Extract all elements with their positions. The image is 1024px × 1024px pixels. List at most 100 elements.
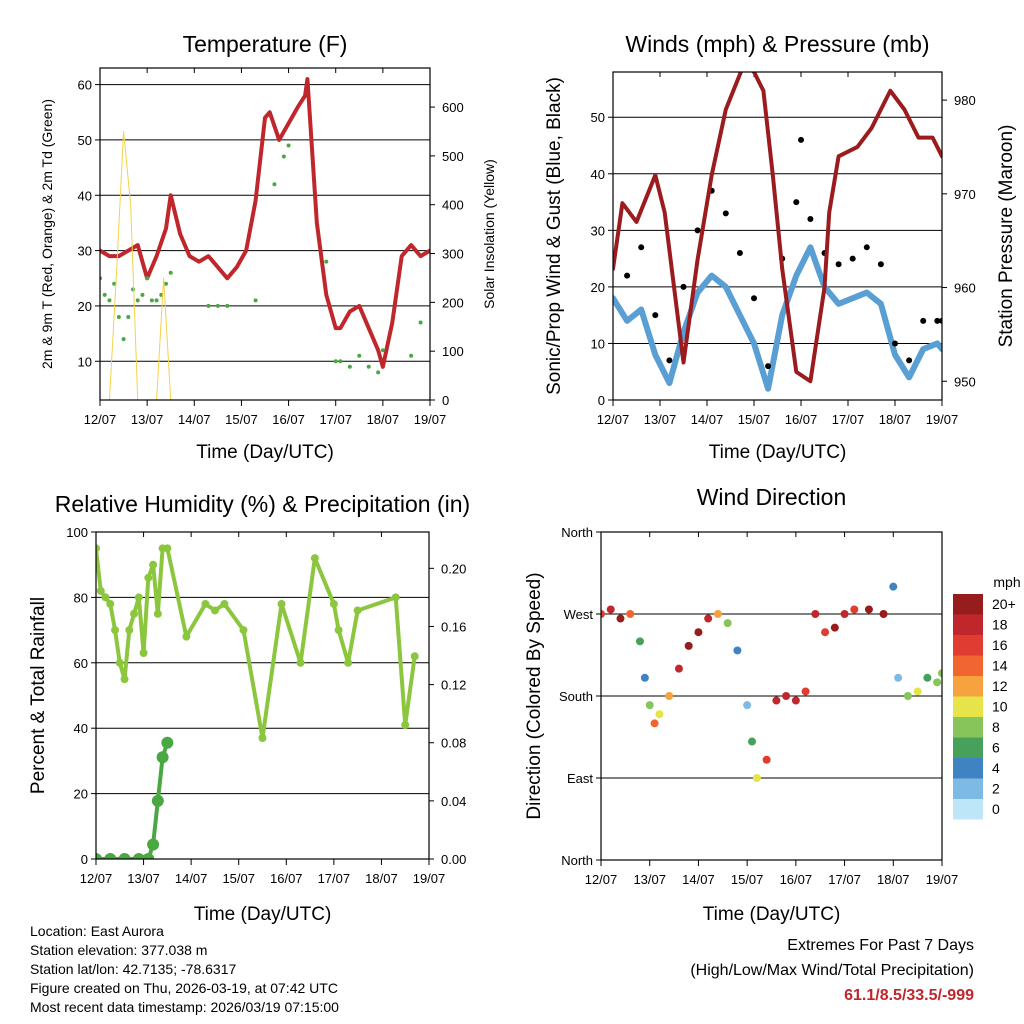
series-group bbox=[613, 72, 942, 392]
legend-swatch bbox=[953, 676, 983, 697]
direction-point bbox=[889, 582, 898, 591]
series-gust-point bbox=[666, 357, 673, 364]
series-gust-point bbox=[920, 317, 927, 324]
y-tick-label: 50 bbox=[591, 110, 605, 125]
chart-title: Relative Humidity (%) & Precipitation (i… bbox=[55, 491, 470, 517]
series-rh-point bbox=[334, 626, 343, 635]
y2-tick-label: 0.20 bbox=[441, 561, 466, 576]
direction-point bbox=[674, 664, 683, 673]
x-tick-label: 16/07 bbox=[270, 871, 303, 886]
x-tick-label: 13/07 bbox=[127, 871, 160, 886]
direction-point bbox=[645, 701, 654, 710]
direction-point bbox=[782, 692, 791, 700]
legend-label: 6 bbox=[992, 740, 1000, 756]
x-tick-label: 16/07 bbox=[272, 412, 305, 427]
recent-data-timestamp: Most recent data timestamp: 2026/03/19 0… bbox=[30, 999, 339, 1015]
y-tick-label: 0 bbox=[81, 852, 88, 867]
x-tick-label: 14/07 bbox=[691, 412, 724, 427]
figure-created: Figure created on Thu, 2026-03-19, at 07… bbox=[30, 980, 338, 996]
y-tick-label: East bbox=[567, 771, 593, 786]
y2-tick-label: 500 bbox=[442, 149, 464, 164]
series-rh-point bbox=[106, 599, 115, 608]
series-gust-point bbox=[863, 244, 870, 251]
direction-point bbox=[850, 605, 859, 614]
extremes-title: Extremes For Past 7 Days bbox=[787, 937, 974, 954]
series-2m-t-line bbox=[100, 77, 430, 369]
y-tick-label: 60 bbox=[78, 78, 92, 93]
direction-point bbox=[840, 610, 849, 618]
plot-frame bbox=[600, 531, 943, 861]
y-tick-label: 60 bbox=[74, 656, 88, 671]
legend-swatch bbox=[953, 717, 983, 738]
x-tick-label: 13/07 bbox=[633, 872, 666, 887]
series-rh-point bbox=[111, 626, 120, 635]
series-gust-point bbox=[939, 317, 942, 324]
direction-point bbox=[752, 774, 761, 782]
series-rh-point bbox=[153, 609, 162, 618]
series-rh-point bbox=[296, 658, 305, 667]
series-gust-point bbox=[798, 136, 804, 143]
series-rh-point bbox=[144, 573, 153, 582]
direction-point bbox=[938, 669, 942, 678]
series-gust-point bbox=[624, 272, 631, 279]
x-tick-label: 19/07 bbox=[414, 412, 447, 427]
series-2m-td-point bbox=[347, 364, 352, 369]
direction-point bbox=[772, 696, 781, 705]
series-2m-td-point bbox=[253, 298, 258, 303]
series-2m-td-point bbox=[376, 370, 381, 375]
series-group bbox=[601, 582, 942, 782]
series-gust-point bbox=[765, 363, 772, 370]
series-precip-point bbox=[156, 751, 169, 764]
legend-swatch bbox=[953, 594, 983, 615]
series-rh-point bbox=[182, 632, 191, 641]
direction-point bbox=[635, 637, 644, 646]
direction-point bbox=[791, 696, 800, 705]
series-gust-point bbox=[722, 210, 729, 217]
direction-point bbox=[713, 610, 722, 618]
direction-point bbox=[821, 628, 830, 637]
legend-swatch bbox=[953, 614, 983, 635]
y2-axis-label: Station Pressure (Maroon) bbox=[996, 125, 1017, 348]
legend-title: mph bbox=[993, 574, 1020, 590]
direction-point bbox=[650, 719, 659, 728]
direction-point bbox=[933, 678, 942, 687]
legend-label: 14 bbox=[992, 658, 1008, 674]
direction-point bbox=[923, 673, 932, 682]
y2-axis-label: Solar Insolation (Yellow) bbox=[481, 159, 497, 309]
y-tick-label: 20 bbox=[74, 787, 88, 802]
series-precip-point bbox=[161, 736, 174, 749]
legend-label: 2 bbox=[992, 781, 1000, 797]
x-tick-label: 17/07 bbox=[318, 871, 351, 886]
series-rh-point bbox=[239, 626, 248, 635]
series-2m-td-point bbox=[333, 359, 338, 364]
legend-label: 0 bbox=[992, 801, 1000, 817]
series-2m-td-point bbox=[215, 303, 220, 308]
series-gust-point bbox=[849, 255, 856, 262]
series-pressure-line bbox=[613, 72, 942, 384]
series-rh-point bbox=[139, 648, 148, 657]
y2-tick-label: 970 bbox=[954, 187, 976, 202]
direction-point bbox=[723, 619, 732, 628]
chart-panel-3 bbox=[91, 531, 434, 865]
y-tick-label: 40 bbox=[74, 721, 88, 736]
x-tick-label: 18/07 bbox=[879, 412, 912, 427]
y-tick-label: 40 bbox=[591, 167, 605, 182]
y-tick-label: 30 bbox=[78, 244, 92, 259]
series-rh-point bbox=[210, 606, 219, 615]
legend-swatch bbox=[953, 778, 983, 799]
direction-point bbox=[655, 710, 664, 719]
x-tick-label: 18/07 bbox=[877, 872, 910, 887]
series-gust-point bbox=[751, 295, 757, 302]
x-tick-label: 15/07 bbox=[738, 412, 771, 427]
series-group bbox=[96, 544, 419, 859]
chart-title: Winds (mph) & Pressure (mb) bbox=[625, 31, 929, 57]
extremes-values: 61.1/8.5/33.5/-999 bbox=[844, 987, 974, 1004]
x-tick-label: 14/07 bbox=[682, 872, 715, 887]
legend-swatch bbox=[953, 799, 983, 820]
series-rh-point bbox=[310, 554, 319, 563]
series-gust-point bbox=[680, 283, 687, 290]
series-2m-td-point bbox=[107, 298, 112, 303]
y-axis-label: Sonic/Prop Wind & Gust (Blue, Black) bbox=[544, 77, 565, 395]
series-2m-td-point bbox=[126, 315, 131, 319]
